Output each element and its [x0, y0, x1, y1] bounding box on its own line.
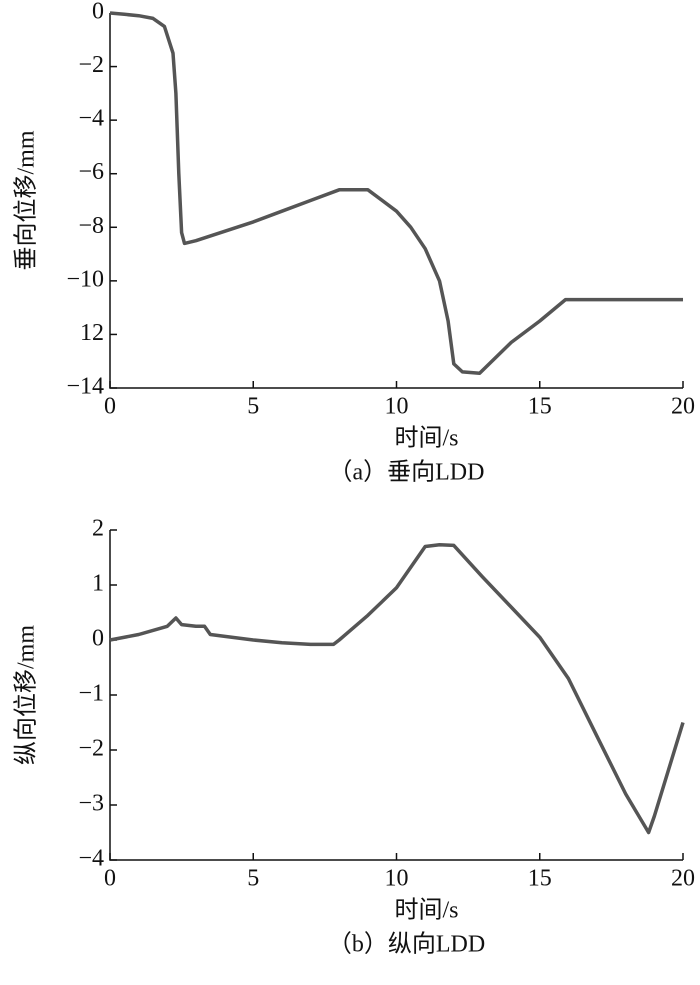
x-tick-label: 10: [385, 866, 409, 892]
x-axis-label: 时间/s: [394, 425, 458, 452]
x-tick-label: 0: [104, 866, 116, 892]
y-tick-label: −10: [66, 266, 104, 292]
x-tick-label: 0: [104, 394, 116, 420]
y-tick-label: −8: [78, 213, 104, 239]
y-tick-label: −3: [78, 791, 104, 817]
caption: （a）垂向LDD: [329, 459, 485, 486]
x-tick-label: 5: [247, 866, 259, 892]
y-tick-label: −2: [78, 52, 104, 78]
y-tick-label: 12: [80, 320, 104, 346]
x-tick-label: 5: [247, 394, 259, 420]
y-tick-label: −6: [78, 159, 104, 185]
data-line: [109, 543, 685, 835]
x-tick-label: 15: [528, 866, 552, 892]
caption: （b）纵向LDD: [328, 931, 485, 958]
y-tick-label: 0: [92, 0, 104, 25]
x-axis-label: 时间/s: [394, 897, 458, 924]
x-tick-label: 20: [671, 394, 695, 420]
y-tick-label: −14: [66, 374, 104, 400]
x-tick-label: 20: [671, 866, 695, 892]
axes: [109, 530, 683, 861]
data-line: [109, 11, 683, 376]
y-axis-label: 纵向位移/mm: [13, 625, 40, 765]
x-tick-label: 15: [528, 394, 552, 420]
y-tick-label: 1: [92, 571, 104, 597]
y-tick-label: −1: [78, 681, 104, 707]
axes: [109, 13, 683, 389]
y-tick-label: −2: [78, 736, 104, 762]
x-tick-label: 10: [385, 394, 409, 420]
y-tick-label: −4: [78, 106, 104, 132]
y-tick-label: 0: [92, 626, 104, 652]
y-axis-label: 垂向位移/mm: [13, 130, 40, 270]
y-tick-label: −4: [78, 846, 104, 872]
y-tick-label: 2: [92, 516, 104, 542]
